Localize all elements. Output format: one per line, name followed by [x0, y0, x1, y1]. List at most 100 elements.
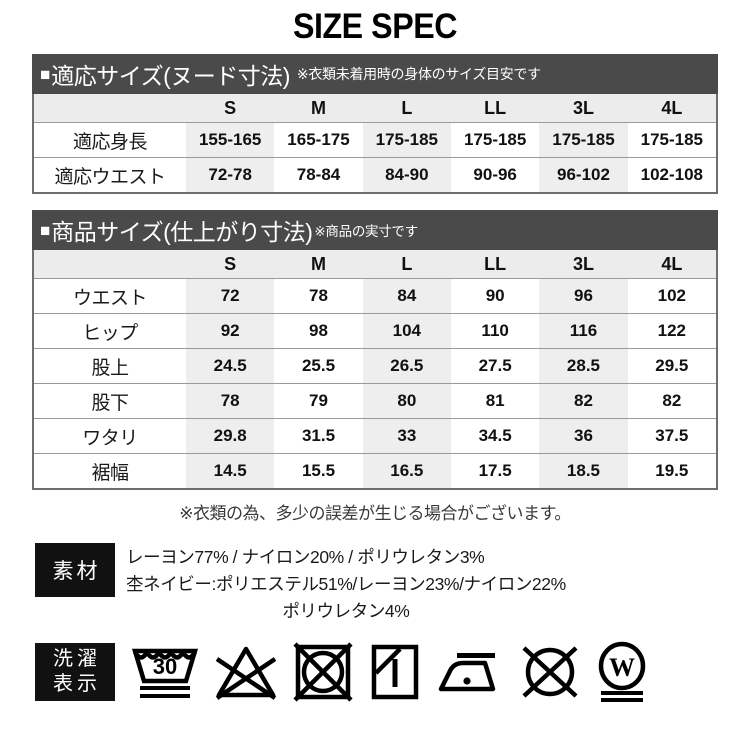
cell-waist-4l: 102-108 — [627, 157, 716, 192]
material-text-group: レーヨン77% / ナイロン20% / ポリウレタン3% 杢ネイビー:ポリエステ… — [126, 543, 566, 625]
cell-waist-ll: 90 — [450, 278, 540, 314]
cell-thigh-s: 29.8 — [186, 418, 275, 454]
applicable-size-table: S M L LL 3L 4L 適応身長 155-165 165-175 175-… — [34, 94, 716, 192]
row-label-waist: 適応ウエスト — [34, 157, 186, 192]
cell-thigh-m: 31.5 — [274, 418, 363, 454]
cell-waist-s: 72 — [186, 278, 275, 314]
column-header-m: M — [274, 250, 363, 279]
cell-waist-4l: 102 — [627, 278, 716, 314]
cell-hip-3l: 116 — [539, 313, 628, 349]
column-header-ll: LL — [450, 250, 540, 279]
wet-clean-w-double-bar-icon: W — [593, 641, 651, 703]
section2-note: ※商品の実寸です — [314, 223, 418, 239]
wet-clean-letter: W — [609, 653, 635, 682]
column-header-3l: 3L — [539, 250, 628, 279]
square-marker-icon: ■ — [40, 220, 51, 240]
column-header-blank — [34, 94, 186, 123]
column-header-l: L — [362, 94, 451, 123]
section1-table-container: S M L LL 3L 4L 適応身長 155-165 165-175 175-… — [32, 94, 718, 194]
column-header-4l: 4L — [627, 94, 716, 123]
cell-hip-l: 104 — [362, 313, 451, 349]
care-tag-label: 洗濯 表示 — [35, 643, 115, 701]
section1-note: ※衣類未着用時の身体のサイズ目安です — [296, 65, 541, 82]
section2-header-bar: ■ 商品サイズ(仕上がり寸法) ※商品の実寸です — [32, 210, 718, 250]
cell-hip-m: 98 — [274, 313, 363, 349]
column-header-blank — [34, 250, 186, 279]
wash-tub-30-double-bar-icon: 30 — [129, 641, 201, 703]
cell-hem-s: 14.5 — [186, 453, 275, 488]
cell-height-m: 165-175 — [274, 122, 363, 158]
cell-height-3l: 175-185 — [539, 122, 628, 158]
cell-rise-l: 26.5 — [362, 348, 451, 384]
section-applicable-size: ■ 適応サイズ(ヌード寸法) ※衣類未着用時の身体のサイズ目安です S M L … — [0, 54, 750, 194]
cell-waist-m: 78-84 — [274, 157, 363, 192]
row-label-inseam: 股下 — [34, 383, 186, 419]
row-label-height: 適応身長 — [34, 122, 186, 158]
cell-hem-3l: 18.5 — [539, 453, 628, 488]
cell-rise-4l: 29.5 — [627, 348, 716, 384]
cell-height-ll: 175-185 — [450, 122, 540, 158]
cell-thigh-l: 33 — [362, 418, 451, 454]
cell-hem-4l: 19.5 — [627, 453, 716, 488]
cell-inseam-3l: 82 — [539, 383, 628, 419]
row-label-hip: ヒップ — [34, 313, 186, 349]
table-row: 裾幅 14.5 15.5 16.5 17.5 18.5 19.5 — [34, 453, 716, 488]
column-header-s: S — [186, 94, 275, 123]
do-not-bleach-triangle-icon — [213, 641, 279, 703]
column-header-s: S — [186, 250, 275, 279]
cell-hem-ll: 17.5 — [450, 453, 540, 488]
cell-waist-3l: 96 — [539, 278, 628, 314]
column-header-3l: 3L — [539, 94, 628, 123]
column-header-ll: LL — [450, 94, 540, 123]
material-line-1: レーヨン77% / ナイロン20% / ポリウレタン3% — [126, 547, 485, 567]
square-marker-icon: ■ — [40, 64, 51, 84]
cell-waist-m: 78 — [274, 278, 363, 314]
cell-waist-s: 72-78 — [186, 157, 275, 192]
cell-inseam-s: 78 — [186, 383, 275, 419]
material-line-3: ポリウレタン4% — [282, 601, 410, 621]
table-row: ワタリ 29.8 31.5 33 34.5 36 37.5 — [34, 418, 716, 454]
section2-table-container: S M L LL 3L 4L ウエスト 72 78 84 90 96 102 — [32, 250, 718, 490]
table-row: ヒップ 92 98 104 110 116 122 — [34, 313, 716, 349]
cell-thigh-3l: 36 — [539, 418, 628, 454]
cell-rise-m: 25.5 — [274, 348, 363, 384]
column-header-m: M — [274, 94, 363, 123]
care-tag-line-1: 洗濯 — [53, 648, 101, 670]
cell-inseam-4l: 82 — [627, 383, 716, 419]
section1-header-bar: ■ 適応サイズ(ヌード寸法) ※衣類未着用時の身体のサイズ目安です — [32, 54, 718, 94]
cell-hip-s: 92 — [186, 313, 275, 349]
cell-rise-s: 24.5 — [186, 348, 275, 384]
care-tag-line-2: 表示 — [53, 673, 101, 695]
row-label-rise: 股上 — [34, 348, 186, 384]
care-symbol-list: 30 — [129, 641, 651, 703]
cell-hip-4l: 122 — [627, 313, 716, 349]
column-header-4l: 4L — [627, 250, 716, 279]
cell-inseam-l: 80 — [362, 383, 451, 419]
table-header-row: S M L LL 3L 4L — [34, 94, 716, 123]
table-row: ウエスト 72 78 84 90 96 102 — [34, 278, 716, 314]
page-title: SIZE SPEC — [292, 7, 458, 46]
section1-heading: 適応サイズ(ヌード寸法) — [51, 63, 290, 89]
table-header-row: S M L LL 3L 4L — [34, 250, 716, 279]
table-row: 股下 78 79 80 81 82 82 — [34, 383, 716, 419]
cell-waist-ll: 90-96 — [450, 157, 540, 192]
cell-inseam-ll: 81 — [450, 383, 540, 419]
table-row: 適応ウエスト 72-78 78-84 84-90 90-96 96-102 10… — [34, 157, 716, 192]
table-row: 股上 24.5 25.5 26.5 27.5 28.5 29.5 — [34, 348, 716, 384]
iron-low-one-dot-icon — [435, 641, 507, 703]
care-instructions-section: 洗濯 表示 30 — [0, 641, 750, 703]
material-tag-label: 素材 — [35, 543, 115, 597]
do-not-dryclean-icon — [519, 641, 581, 703]
cell-rise-ll: 27.5 — [450, 348, 540, 384]
material-section: 素材 レーヨン77% / ナイロン20% / ポリウレタン3% 杢ネイビー:ポリ… — [0, 543, 750, 625]
cell-hem-l: 16.5 — [362, 453, 451, 488]
product-size-table: S M L LL 3L 4L ウエスト 72 78 84 90 96 102 — [34, 250, 716, 488]
cell-thigh-4l: 37.5 — [627, 418, 716, 454]
row-label-hem: 裾幅 — [34, 453, 186, 488]
column-header-l: L — [362, 250, 451, 279]
cell-waist-l: 84-90 — [362, 157, 451, 192]
cell-waist-l: 84 — [362, 278, 451, 314]
row-label-thigh: ワタリ — [34, 418, 186, 454]
cell-waist-3l: 96-102 — [539, 157, 628, 192]
section2-heading: 商品サイズ(仕上がり寸法) — [51, 219, 313, 245]
